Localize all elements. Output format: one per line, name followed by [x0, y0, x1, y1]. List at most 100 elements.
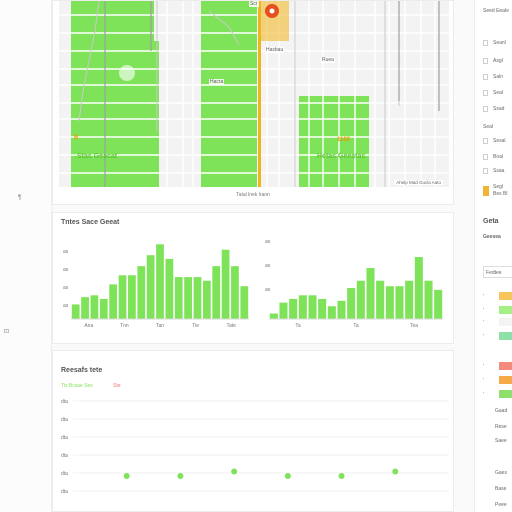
bar[interactable] [385, 286, 394, 319]
glow [119, 65, 135, 81]
axis-mark: as [63, 249, 69, 255]
bar[interactable] [231, 266, 239, 319]
major-roads [104, 1, 440, 187]
bar[interactable] [212, 266, 221, 319]
rail-mark[interactable]: ¶ [18, 195, 22, 201]
color-swatch[interactable] [499, 318, 512, 326]
place-label[interactable]: Hetas Geeatas [317, 153, 366, 160]
bar-charts: Ana Tnn Tan Tie Tate Ta Ta Tea as as as as as … [63, 239, 443, 329]
checkbox[interactable] [483, 40, 488, 46]
legend-row: Peee [495, 502, 507, 508]
bar-charts-panel: Tntes Sace Geeat Ana Tnn Tan Tie Tate Ta Ta Te… [52, 212, 454, 344]
bar[interactable] [414, 257, 423, 319]
color-swatch[interactable] [499, 332, 512, 340]
x-tick-label: Tnn [120, 323, 129, 329]
place-pin-icon[interactable]: B [74, 135, 79, 141]
color-swatch[interactable] [499, 306, 512, 314]
legend-item: Ste [113, 383, 121, 389]
street-label: Hacra [209, 79, 225, 85]
bar[interactable] [156, 244, 164, 319]
rail-mark[interactable]: ⊡ [4, 329, 10, 335]
bar[interactable] [146, 255, 155, 319]
scatter-point[interactable] [231, 468, 238, 475]
bar[interactable] [221, 249, 230, 319]
y-tick-label: dta [61, 399, 68, 405]
bar[interactable] [202, 280, 211, 319]
scatter-point[interactable] [284, 473, 291, 479]
option-label: Boal [493, 154, 504, 160]
bar[interactable] [184, 277, 192, 319]
bar[interactable] [356, 280, 365, 319]
marker-icon[interactable] [265, 4, 279, 18]
checkbox[interactable] [483, 138, 488, 144]
scatter-point[interactable] [177, 473, 184, 479]
scatter-point[interactable] [338, 473, 345, 479]
x-tick-label: Tan [156, 323, 164, 329]
scatter-point[interactable] [392, 468, 399, 475]
bar[interactable] [366, 267, 375, 319]
bar[interactable] [118, 275, 127, 319]
map-view[interactable]: Scr Hasbau Ruea Hacra B Stas Geacat 1100… [59, 1, 449, 187]
option-label: Ssad [493, 106, 505, 112]
place-label[interactable]: Stas Geacat [77, 153, 118, 160]
bar[interactable] [337, 300, 346, 319]
checkbox[interactable] [483, 106, 488, 112]
legend-row: Gaad [495, 408, 508, 414]
legend-row: Gaes [495, 470, 507, 476]
bar[interactable] [434, 289, 443, 319]
scatter-point[interactable] [123, 473, 130, 479]
park-areas [71, 1, 369, 187]
bar[interactable] [90, 295, 99, 319]
bar[interactable] [71, 304, 80, 319]
color-swatch[interactable] [499, 292, 512, 300]
bar[interactable] [405, 280, 414, 319]
color-swatch[interactable] [499, 376, 512, 384]
checkbox[interactable] [483, 154, 488, 160]
bar[interactable] [109, 284, 118, 319]
bar[interactable] [308, 295, 317, 319]
bar[interactable] [298, 295, 307, 319]
axis-mark: as [265, 239, 271, 245]
scatter-panel: Reesafs tete Tis Bcase Ses Ste dta dta dta… [52, 350, 454, 512]
checkbox[interactable] [483, 90, 488, 96]
color-swatch[interactable] [499, 390, 512, 398]
bar[interactable] [347, 288, 356, 319]
x-tick-label: Tate [226, 323, 236, 329]
scatter-points [123, 468, 399, 479]
row-mark: ʻ [483, 378, 485, 384]
bar[interactable] [81, 297, 89, 319]
option-label: Ssaa [493, 168, 505, 174]
bar[interactable] [376, 280, 385, 319]
map-panel: Scr Hasbau Ruea Hacra B Stas Geacat 1100… [52, 0, 454, 205]
bar[interactable] [327, 306, 336, 319]
legend-row: Rese [495, 424, 507, 430]
y-tick-label: dta [61, 435, 68, 441]
color-swatch[interactable] [499, 362, 512, 370]
place-pin-icon[interactable]: 1100 [337, 137, 351, 143]
bar[interactable] [174, 277, 183, 319]
y-tick-label: dta [61, 417, 68, 423]
axis-mark: as [265, 287, 271, 293]
checkbox[interactable] [483, 74, 488, 80]
bar[interactable] [424, 280, 433, 319]
x-tick-label: Ana [84, 323, 93, 329]
bar[interactable] [318, 298, 327, 319]
bar[interactable] [395, 286, 404, 319]
checkbox[interactable] [483, 168, 488, 174]
bar[interactable] [269, 313, 278, 319]
x-tick-label: Tea [410, 323, 418, 329]
bar[interactable] [165, 258, 174, 319]
bar[interactable] [289, 298, 298, 319]
bar[interactable] [279, 302, 288, 319]
bar[interactable] [99, 298, 108, 319]
scatter-chart: Tis Bcase Ses Ste dta dta dta dta dta dta [61, 383, 449, 495]
bar[interactable] [128, 275, 136, 319]
map-attribution[interactable]: Ahelp Mad Gucla Aato [394, 180, 443, 185]
bar[interactable] [137, 266, 146, 319]
bar[interactable] [240, 286, 249, 319]
dropdown[interactable]: Fedtee [483, 266, 512, 278]
highlight-swatch[interactable] [483, 186, 489, 196]
checkbox[interactable] [483, 58, 488, 64]
bar[interactable] [193, 277, 202, 319]
street-label: Ruea [321, 57, 335, 63]
